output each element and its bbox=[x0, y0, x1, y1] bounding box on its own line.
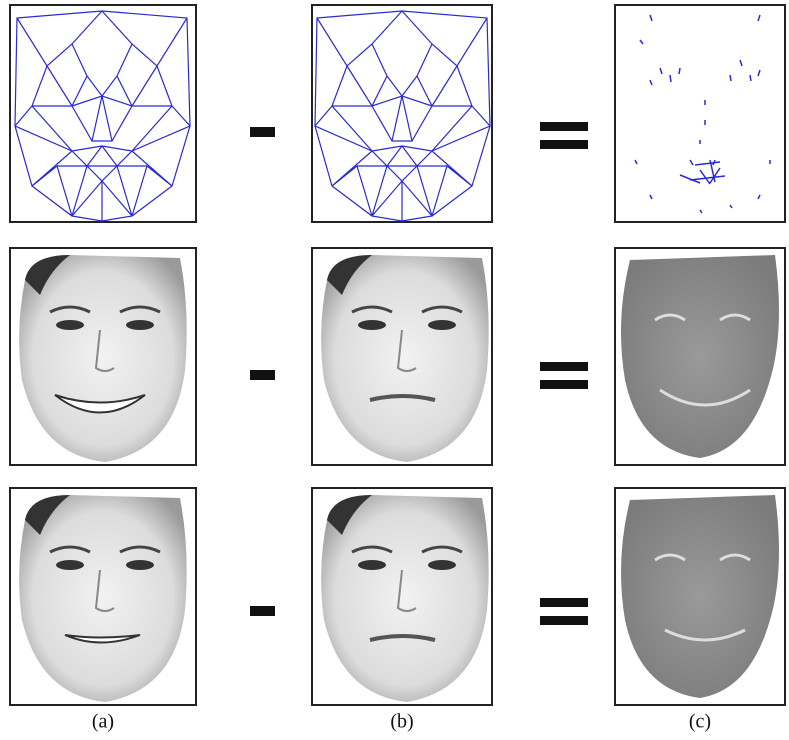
column-label: (a) bbox=[92, 711, 114, 733]
equals-sign bbox=[540, 140, 588, 149]
equals-sign bbox=[540, 380, 588, 389]
minus-sign bbox=[250, 127, 275, 137]
equals-sign bbox=[540, 122, 588, 131]
minus-sign bbox=[250, 370, 275, 380]
equals-sign bbox=[540, 362, 588, 371]
panel bbox=[615, 5, 785, 222]
equals-sign bbox=[540, 616, 588, 625]
column-label: (b) bbox=[390, 711, 413, 733]
column-label: (c) bbox=[689, 711, 711, 733]
minus-sign bbox=[250, 606, 275, 616]
equals-sign bbox=[540, 598, 588, 607]
figure: (a) (b) (c) bbox=[0, 0, 789, 740]
